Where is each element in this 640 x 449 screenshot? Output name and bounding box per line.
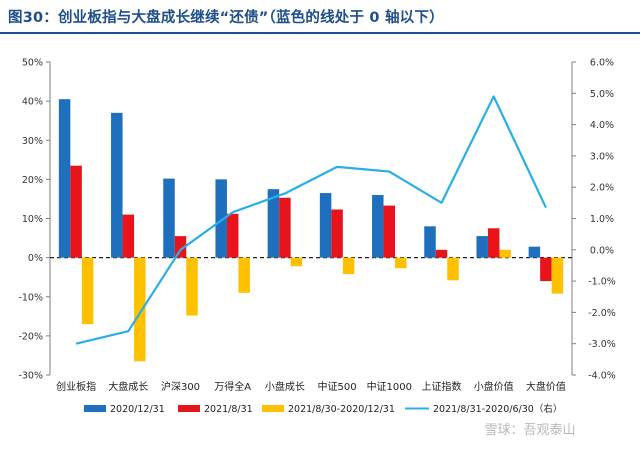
bar (395, 257, 407, 269)
category-label: 中证500 (318, 380, 357, 393)
bar (174, 236, 187, 258)
legend-label: 2021/8/31-2020/6/30（右） (433, 403, 562, 415)
left-tick-label: 0% (28, 253, 43, 264)
right-tick-label: 1.0% (590, 214, 614, 225)
bar (540, 257, 552, 282)
left-tick-label: 30% (22, 136, 43, 147)
legend-label: 2021/8/31 (204, 404, 253, 415)
legend-swatch (178, 405, 200, 412)
bar (163, 178, 175, 258)
left-tick-label: -20% (18, 331, 43, 342)
bar (372, 195, 384, 258)
right-tick-label: 2.0% (590, 183, 614, 194)
category-label: 创业板指 (56, 380, 96, 393)
legend-swatch (84, 405, 106, 412)
bar (476, 236, 488, 258)
bar (111, 112, 123, 258)
bar (331, 209, 343, 258)
left-tick-label: 50% (22, 58, 43, 69)
chart-title: 图30：创业板指与大盘成长继续“还债”（蓝色的线处于 0 轴以下） (8, 10, 444, 26)
bar (186, 257, 198, 316)
bar (319, 193, 332, 258)
bar (528, 246, 541, 258)
bar (342, 257, 355, 275)
category-label: 万得全A (214, 380, 251, 393)
category-label: 大盘成长 (108, 380, 148, 393)
bar (122, 214, 135, 258)
bar (238, 257, 250, 293)
right-tick-label: 5.0% (590, 89, 614, 100)
bar (383, 205, 396, 258)
bar (487, 228, 500, 258)
right-tick-label: 4.0% (590, 120, 614, 131)
right-tick-label: -2.0% (588, 308, 616, 319)
left-tick-label: -30% (18, 371, 43, 382)
bar (215, 179, 227, 258)
category-label: 小盘成长 (265, 380, 305, 393)
legend-label: 2020/12/31 (110, 404, 165, 415)
bar (267, 189, 280, 258)
right-tick-label: 3.0% (590, 151, 614, 162)
bar (551, 257, 564, 294)
bar (134, 257, 146, 362)
left-tick-label: 40% (22, 97, 43, 108)
title-bar: 图30：创业板指与大盘成长继续“还债”（蓝色的线处于 0 轴以下） (0, 0, 640, 34)
bar (81, 257, 94, 325)
bar (290, 257, 303, 267)
right-tick-label: -4.0% (588, 371, 616, 382)
watermark: 雪球：吾观泰山 (484, 423, 575, 438)
right-tick-label: 0.0% (590, 245, 614, 256)
bar (58, 99, 71, 258)
right-tick-label: 6.0% (590, 58, 614, 69)
legend-swatch (262, 405, 284, 412)
right-tick-label: -1.0% (588, 277, 616, 288)
bar (70, 165, 82, 258)
category-label: 中证1000 (367, 380, 412, 393)
series-line (75, 95, 547, 345)
category-label: 大盘价值 (526, 380, 566, 393)
bar (435, 249, 448, 258)
category-label: 沪深300 (161, 380, 200, 393)
left-tick-label: 20% (22, 175, 43, 186)
bar (499, 249, 511, 258)
bar (279, 197, 291, 258)
left-tick-label: -10% (18, 292, 43, 303)
legend-label: 2021/8/30-2020/12/31 (288, 404, 395, 415)
left-tick-label: 10% (22, 214, 43, 225)
right-tick-label: -3.0% (588, 339, 616, 350)
category-label: 小盘价值 (474, 380, 514, 393)
bar (226, 213, 239, 258)
bar (447, 257, 459, 281)
category-label: 上证指数 (422, 380, 462, 393)
bar (424, 226, 436, 258)
